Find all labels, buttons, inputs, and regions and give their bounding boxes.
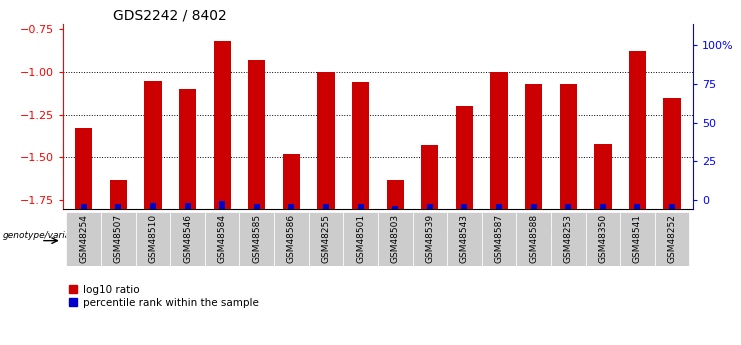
- Bar: [239, 212, 274, 266]
- Bar: [462, 204, 468, 209]
- Bar: [516, 212, 551, 266]
- Text: GSM48541: GSM48541: [633, 214, 642, 263]
- Text: GSM48584: GSM48584: [218, 214, 227, 263]
- Bar: [309, 212, 551, 264]
- Text: GSM48255: GSM48255: [322, 214, 330, 263]
- Bar: [387, 180, 404, 209]
- Bar: [248, 60, 265, 209]
- Text: GSM48543: GSM48543: [460, 214, 469, 263]
- Bar: [496, 204, 502, 209]
- Bar: [392, 206, 398, 209]
- Bar: [551, 212, 620, 264]
- Text: GSM48510: GSM48510: [148, 214, 158, 263]
- Text: GSM48587: GSM48587: [494, 214, 504, 263]
- Bar: [101, 212, 136, 266]
- Bar: [427, 204, 433, 209]
- Bar: [491, 72, 508, 209]
- Bar: [634, 204, 640, 209]
- Text: GSM48503: GSM48503: [391, 214, 399, 263]
- Text: GSM48252: GSM48252: [668, 214, 677, 263]
- Bar: [136, 212, 170, 266]
- Bar: [110, 180, 127, 209]
- Bar: [75, 128, 93, 209]
- Bar: [482, 212, 516, 266]
- Bar: [283, 154, 300, 209]
- Text: FLT3 wild type: FLT3 wild type: [156, 234, 220, 243]
- Text: GSM48585: GSM48585: [252, 214, 262, 263]
- Bar: [179, 89, 196, 209]
- Bar: [213, 41, 231, 209]
- Bar: [655, 212, 689, 266]
- Text: genotype/variation: genotype/variation: [3, 231, 89, 240]
- Bar: [288, 204, 294, 209]
- Bar: [144, 80, 162, 209]
- Bar: [116, 204, 122, 209]
- Bar: [551, 212, 585, 266]
- Legend: log10 ratio, percentile rank within the sample: log10 ratio, percentile rank within the …: [68, 285, 259, 308]
- Bar: [67, 212, 101, 266]
- Bar: [629, 51, 646, 209]
- Bar: [343, 212, 378, 266]
- Bar: [585, 212, 620, 266]
- Text: GSM48539: GSM48539: [425, 214, 434, 263]
- Text: GSM48507: GSM48507: [114, 214, 123, 263]
- Bar: [309, 212, 343, 266]
- Text: GSM48254: GSM48254: [79, 214, 88, 263]
- Bar: [421, 146, 439, 209]
- Bar: [67, 212, 309, 264]
- Bar: [669, 204, 675, 209]
- Text: GDS2242 / 8402: GDS2242 / 8402: [113, 9, 227, 23]
- Text: GSM48253: GSM48253: [564, 214, 573, 263]
- Bar: [565, 204, 571, 209]
- Bar: [620, 212, 655, 266]
- Bar: [358, 204, 364, 209]
- Bar: [205, 212, 239, 266]
- Bar: [378, 212, 413, 266]
- Bar: [274, 212, 309, 266]
- Bar: [352, 82, 369, 209]
- Text: FLT3
internal
tande
m duplic.: FLT3 internal tande m duplic.: [634, 218, 676, 258]
- Bar: [317, 72, 335, 209]
- Bar: [594, 144, 611, 209]
- Text: GSM48546: GSM48546: [183, 214, 192, 263]
- Text: GSM48586: GSM48586: [287, 214, 296, 263]
- Bar: [323, 204, 329, 209]
- Bar: [81, 204, 87, 209]
- Bar: [531, 204, 536, 209]
- Text: GSM48588: GSM48588: [529, 214, 538, 263]
- Bar: [559, 84, 577, 209]
- Bar: [150, 203, 156, 209]
- Bar: [170, 212, 205, 266]
- Text: GSM48501: GSM48501: [356, 214, 365, 263]
- Text: FLT3 aspartic acid
mutation: FLT3 aspartic acid mutation: [545, 228, 626, 248]
- Text: GSM48350: GSM48350: [598, 214, 608, 263]
- Bar: [219, 201, 225, 209]
- Bar: [525, 84, 542, 209]
- Bar: [253, 204, 260, 209]
- Bar: [185, 203, 190, 209]
- Bar: [663, 98, 681, 209]
- Text: FLT3 internal tandem duplications: FLT3 internal tandem duplications: [353, 234, 507, 243]
- Bar: [447, 212, 482, 266]
- Bar: [456, 106, 473, 209]
- Bar: [620, 212, 689, 264]
- Bar: [413, 212, 447, 266]
- Bar: [599, 204, 606, 209]
